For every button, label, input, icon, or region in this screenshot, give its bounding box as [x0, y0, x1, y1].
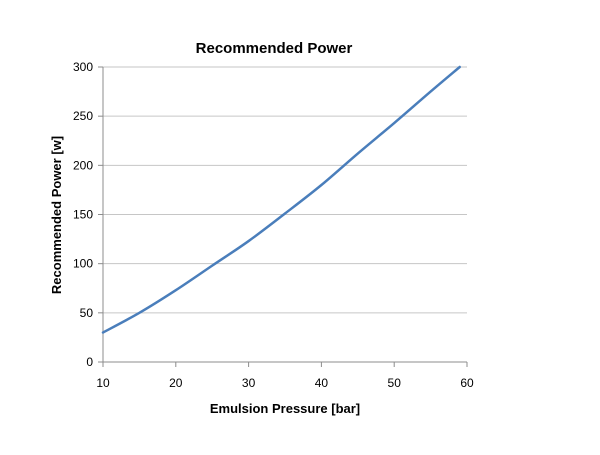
series-line-0 — [101, 65, 461, 334]
gridlines — [103, 66, 467, 314]
x-axis-label: Emulsion Pressure [bar] — [210, 401, 360, 416]
y-tick-label: 200 — [73, 158, 93, 172]
y-tick-label: 100 — [73, 257, 93, 271]
y-tick-label: 0 — [86, 355, 93, 369]
y-axis-label: Recommended Power [w] — [49, 136, 64, 294]
x-tick-label: 50 — [388, 376, 402, 390]
y-tick-label: 250 — [73, 109, 93, 123]
y-axis-ticks: 0 50 100 150 200 250 300 — [73, 60, 103, 369]
series-layer — [101, 65, 461, 334]
x-tick-label: 30 — [242, 376, 256, 390]
x-tick-label: 20 — [169, 376, 183, 390]
y-tick-label: 50 — [80, 306, 94, 320]
x-tick-label: 40 — [315, 376, 329, 390]
x-tick-label: 10 — [96, 376, 110, 390]
x-tick-label: 60 — [460, 376, 474, 390]
chart-title: Recommended Power — [196, 40, 353, 57]
y-tick-label: 300 — [73, 60, 93, 74]
y-tick-label: 150 — [73, 208, 93, 222]
x-axis-ticks: 10 20 30 40 50 60 — [96, 362, 474, 390]
